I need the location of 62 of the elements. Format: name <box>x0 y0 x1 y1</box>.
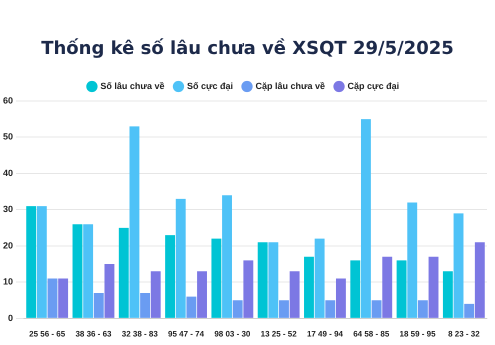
x-tick-label: 64 58 - 85 <box>353 329 390 338</box>
bar <box>140 293 150 318</box>
bar <box>268 242 278 318</box>
legend-label: Số cực đại <box>186 80 234 91</box>
bar <box>83 224 94 318</box>
bar <box>232 300 243 318</box>
y-tick-label: 20 <box>2 240 14 250</box>
legend-label: Cặp cực đại <box>348 80 400 91</box>
bar <box>26 206 36 318</box>
y-tick-label: 60 <box>2 95 14 106</box>
x-tick-label: 98 03 - 30 <box>214 329 251 338</box>
y-tick-label: 40 <box>2 168 14 178</box>
bar <box>176 198 186 318</box>
bar <box>454 213 464 318</box>
bar <box>336 278 346 318</box>
chart-title: Thống kê số lâu chưa về XSQT 29/5/2025 <box>40 38 455 59</box>
legend-label: Số lâu chưa về <box>100 80 164 91</box>
x-tick-label: 18 59 - 95 <box>400 329 436 338</box>
bar <box>36 206 47 318</box>
bar <box>72 224 82 318</box>
x-tick-label: 95 47 - 74 <box>168 329 205 338</box>
y-tick-label: 0 <box>8 312 14 323</box>
bar <box>150 271 161 318</box>
bar <box>58 278 68 318</box>
bar <box>290 271 300 318</box>
bar <box>304 256 314 318</box>
bar <box>464 304 474 318</box>
y-tick-label: 10 <box>2 276 14 287</box>
bar <box>94 293 104 318</box>
x-tick-label: 38 36 - 63 <box>75 329 112 338</box>
bar <box>48 278 58 318</box>
bar <box>360 119 371 318</box>
bar <box>165 235 176 318</box>
bar <box>350 260 360 318</box>
bar <box>396 260 407 318</box>
bar <box>118 228 129 318</box>
x-tick-label: 25 56 - 65 <box>29 329 66 338</box>
y-tick-label: 50 <box>2 132 14 142</box>
bar <box>279 300 289 318</box>
bar <box>186 296 196 318</box>
bar <box>428 256 438 318</box>
x-tick-label: 13 25 - 52 <box>260 329 298 338</box>
bar <box>325 300 336 318</box>
x-tick-label: 17 49 - 94 <box>306 329 344 338</box>
bar <box>442 271 453 318</box>
bar <box>129 126 140 318</box>
x-tick-label: 8 23 - 32 <box>448 329 480 338</box>
bar <box>258 242 268 318</box>
bar <box>104 264 114 318</box>
bar <box>382 256 392 318</box>
bar <box>372 300 382 318</box>
bar <box>418 300 428 318</box>
bar <box>197 271 207 318</box>
bar <box>243 260 254 318</box>
bar <box>474 242 485 318</box>
x-tick-label: 32 38 - 83 <box>122 329 158 338</box>
bar <box>222 195 232 318</box>
bar <box>314 238 325 318</box>
legend-label: Cặp lâu chưa về <box>256 80 326 91</box>
bar <box>407 202 418 318</box>
y-tick-label: 30 <box>2 204 14 214</box>
bar <box>211 238 222 318</box>
